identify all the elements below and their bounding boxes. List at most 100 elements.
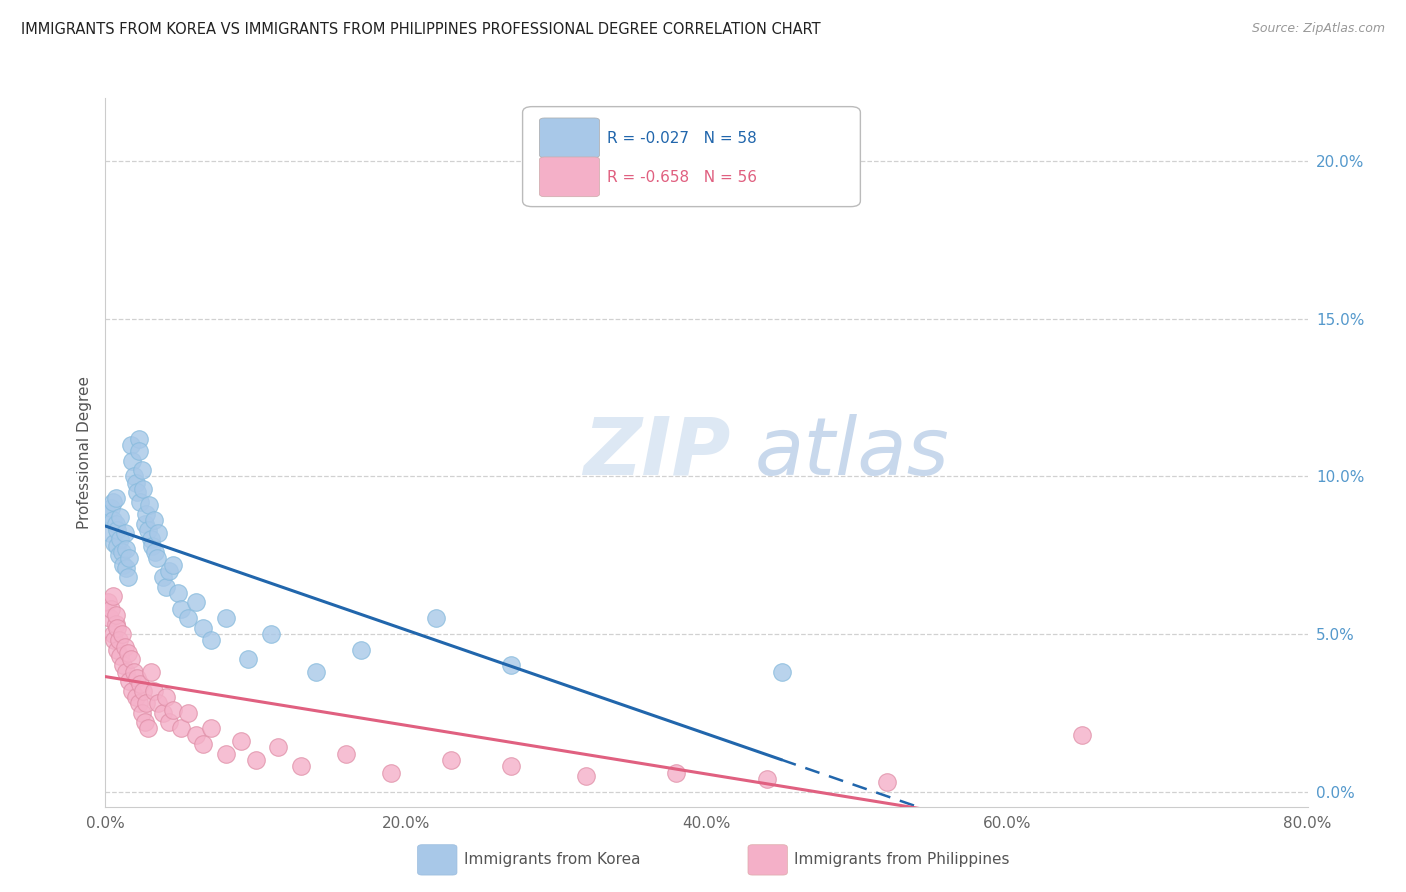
Point [152,706,174,720]
Point [134,715,156,730]
Point [135,507,157,521]
Text: Immigrants from Philippines: Immigrants from Philippines [794,853,1010,867]
Point [425,611,447,625]
Point [305,665,328,679]
Point [103,633,125,648]
Point [128,432,150,446]
Point [290,759,312,773]
Point [141,539,163,553]
Point [155,690,177,704]
Point [440,753,463,767]
Point [118,551,141,566]
Point [191,621,214,635]
Point [755,772,778,786]
Point [100,500,122,515]
Point [111,627,134,641]
Point [107,539,129,553]
Point [146,526,169,541]
Point [125,671,148,685]
Point [157,564,180,578]
Point [115,541,138,556]
Point [238,652,260,666]
Text: R = -0.027   N = 58: R = -0.027 N = 58 [607,131,756,146]
Point [124,690,146,704]
Point [115,665,138,679]
Point [665,765,688,780]
Point [114,526,136,541]
Y-axis label: Professional Degree: Professional Degree [77,376,93,529]
Point [134,516,156,531]
Point [169,601,191,615]
Point [143,545,166,559]
Point [100,601,122,615]
Point [101,627,124,641]
Point [575,769,598,783]
Point [112,658,135,673]
Point [112,558,135,572]
Point [245,753,267,767]
Point [128,444,150,458]
Point [501,658,523,673]
Point [136,523,159,537]
Point [184,728,207,742]
Point [132,482,155,496]
Point [117,646,139,660]
Point [142,683,165,698]
Point [104,491,127,506]
Point [131,463,153,477]
Point [162,702,184,716]
Point [122,665,145,679]
Point [770,665,793,679]
Point [110,510,132,524]
Point [97,507,120,521]
Point [139,665,162,679]
Point [138,498,160,512]
Point [107,523,129,537]
Point [101,589,124,603]
Point [120,438,142,452]
Text: IMMIGRANTS FROM KOREA VS IMMIGRANTS FROM PHILIPPINES PROFESSIONAL DEGREE CORRELA: IMMIGRANTS FROM KOREA VS IMMIGRANTS FROM… [21,22,821,37]
Point [103,535,125,549]
FancyBboxPatch shape [540,118,599,158]
Point [350,642,373,657]
Point [214,611,236,625]
Point [110,533,132,547]
Point [110,648,132,663]
Point [135,696,157,710]
Point [177,611,200,625]
Point [98,526,121,541]
Point [101,494,124,508]
Point [111,545,134,559]
Point [124,475,146,490]
Point [118,674,141,689]
Point [335,747,357,761]
Text: Source: ZipAtlas.com: Source: ZipAtlas.com [1251,22,1385,36]
Point [162,558,184,572]
Point [114,640,136,654]
Point [108,633,131,648]
Point [125,485,148,500]
Point [97,595,120,609]
Point [177,706,200,720]
Point [131,706,153,720]
Point [98,611,121,625]
Point [184,595,207,609]
Point [104,617,127,632]
Point [136,722,159,736]
Point [501,759,523,773]
Point [1071,728,1094,742]
Point [107,642,129,657]
Text: Immigrants from Korea: Immigrants from Korea [464,853,641,867]
Point [104,516,127,531]
Point [169,722,191,736]
Point [107,621,129,635]
FancyBboxPatch shape [523,107,860,207]
Point [122,469,145,483]
Point [145,551,167,566]
Point [104,607,127,622]
Point [115,560,138,574]
Point [152,570,174,584]
Point [200,722,222,736]
Point [121,683,143,698]
Point [121,453,143,467]
